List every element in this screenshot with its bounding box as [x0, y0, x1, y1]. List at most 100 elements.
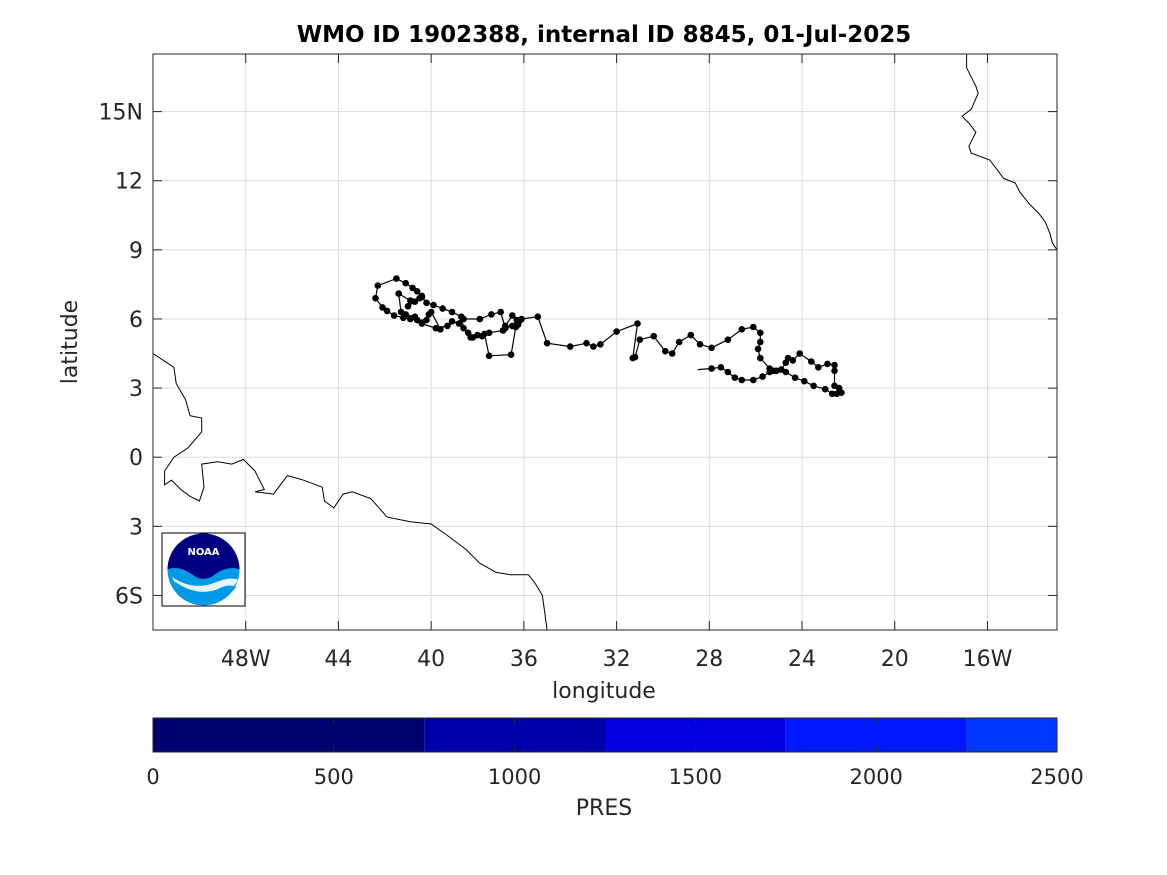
track-point [759, 373, 766, 380]
track-point [476, 315, 484, 323]
x-tick-label: 24 [788, 647, 816, 672]
track-point [629, 354, 637, 362]
track-point [766, 365, 773, 372]
track-point [418, 292, 426, 300]
noaa-logo: NOAA [161, 532, 246, 607]
track-point [801, 377, 808, 385]
track-point [509, 322, 516, 330]
track-point [810, 382, 817, 390]
track-point [750, 323, 757, 331]
track-point [738, 376, 746, 384]
colorbar-tick-label: 0 [146, 765, 159, 789]
colorbar-label: PRES [576, 796, 632, 821]
y-tick-label: 3 [129, 377, 143, 402]
track-point [411, 313, 419, 321]
track-point [738, 326, 746, 333]
track-point [724, 368, 732, 376]
track-point [513, 316, 521, 324]
track-point [757, 338, 764, 346]
track-point [824, 360, 831, 368]
track-point [583, 339, 590, 347]
track-point [413, 288, 421, 295]
track-point [754, 345, 762, 353]
y-tick-label: 0 [129, 446, 143, 471]
track-point [566, 343, 574, 350]
float-track-points [372, 275, 845, 398]
track-point [675, 338, 683, 346]
track-point [397, 308, 405, 316]
track-point [497, 308, 505, 316]
track-point [478, 332, 486, 340]
track-point [383, 307, 391, 315]
colorbar [153, 718, 1057, 752]
track-point [423, 299, 430, 307]
logo-bird-icon [167, 533, 240, 579]
track-point [791, 374, 799, 382]
colorbar-tick-label: 500 [314, 765, 354, 789]
colorbar-tick-label: 1000 [488, 765, 541, 789]
x-tick-label: 40 [417, 647, 445, 672]
x-tick-label: 36 [510, 647, 538, 672]
track-point [507, 351, 515, 359]
logo-text: NOAA [187, 547, 219, 558]
x-tick-label: 32 [603, 647, 631, 672]
colorbar-band [153, 718, 425, 752]
x-tick-label: 16W [963, 647, 1013, 672]
colorbar-tick-label: 2500 [1030, 765, 1083, 789]
track-point [485, 329, 493, 337]
track-point [439, 305, 447, 312]
track-point [460, 324, 467, 332]
track-point [808, 358, 815, 365]
track-point [796, 350, 803, 357]
track-point [374, 282, 382, 289]
track-point [409, 284, 416, 292]
track-point [815, 364, 822, 371]
track-point [467, 334, 474, 341]
track-point [831, 361, 838, 369]
colorbar-ticks: 0 500 1000 1500 2000 2500 [146, 718, 1084, 789]
track-point [724, 336, 732, 344]
track-point [448, 308, 456, 316]
track-point [402, 279, 410, 287]
track-point [534, 313, 542, 321]
grid-lines [153, 54, 1057, 630]
track-point [708, 344, 715, 352]
track-point [597, 341, 604, 348]
track-point [418, 320, 426, 327]
track-point [404, 303, 412, 310]
colorbar-tick-label: 2000 [849, 765, 902, 789]
y-tick-label: 6 [129, 308, 143, 333]
track-point [448, 318, 456, 325]
track-point [821, 385, 829, 393]
track-point [613, 328, 620, 335]
track-point [831, 367, 838, 375]
y-tick-label: 3 [129, 515, 143, 540]
plot-frame [152, 53, 1058, 631]
track-point [372, 294, 379, 302]
track-point [789, 357, 797, 364]
track-point [757, 329, 764, 337]
track-point [634, 320, 641, 327]
x-tick-label: 44 [324, 647, 352, 672]
track-point [731, 374, 739, 382]
track-point [828, 390, 836, 398]
track-point [662, 347, 669, 355]
track-point [833, 390, 841, 398]
track-point [430, 301, 437, 309]
track-point [543, 339, 551, 347]
coastline [961, 54, 1057, 266]
x-axis-ticks: 48W 44 40 36 32 28 24 20 16W [221, 54, 1013, 672]
y-axis-label: latitude [58, 300, 83, 384]
track-point [423, 316, 430, 324]
track-point [502, 324, 509, 332]
track-point [750, 376, 757, 384]
track-point [460, 315, 467, 323]
x-tick-label: 20 [881, 647, 909, 672]
track-point [411, 298, 419, 306]
colorbar-tick-label: 1500 [669, 765, 722, 789]
map-title: WMO ID 1902388, internal ID 8845, 01-Jul… [297, 22, 912, 48]
track-point [708, 365, 715, 372]
track-point [590, 343, 597, 350]
track-point [485, 352, 493, 360]
track-point [390, 312, 398, 319]
